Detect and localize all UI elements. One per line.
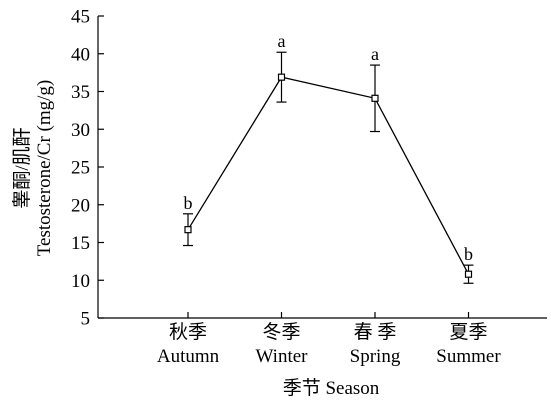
significance-label: b — [464, 244, 473, 264]
data-point-marker — [371, 94, 379, 102]
data-point-marker — [184, 226, 192, 234]
y-tick-label: 30 — [71, 120, 90, 141]
significance-label: a — [371, 44, 379, 64]
y-tick-label: 40 — [71, 44, 90, 65]
axes — [97, 16, 547, 319]
significance-label: b — [184, 193, 193, 213]
y-tick-label: 35 — [71, 82, 90, 103]
y-tick-label: 10 — [71, 271, 90, 292]
series-line — [187, 76, 470, 275]
y-tick-label: 5 — [81, 309, 91, 330]
x-tick-label-zh: 秋季 — [169, 321, 207, 343]
y-axis-ticks: 5 10 15 20 25 30 35 40 45 — [71, 7, 104, 330]
series: b a a b — [183, 31, 474, 284]
x-tick-label-en: Winter — [256, 346, 309, 367]
data-point-marker — [464, 270, 473, 278]
y-tick-label: 45 — [71, 7, 90, 28]
x-tick-label-zh: 冬季 — [262, 321, 300, 343]
x-tick-label-en: Summer — [436, 346, 501, 367]
x-tick-label-zh: 春 季 — [354, 321, 397, 343]
y-tick-label: 20 — [71, 195, 90, 216]
y-axis-title-line-2: Testosterone/Cr (mg/g) — [34, 80, 55, 257]
x-tick-label-en: Spring — [350, 346, 401, 367]
y-tick-label: 25 — [71, 158, 90, 179]
y-axis-title-line-1: 睾酮/肌酐 — [11, 127, 33, 208]
axis-titles: 季节 Season 睾酮/肌酐 Testosterone/Cr (mg/g) — [11, 80, 380, 399]
y-tick-label: 15 — [71, 233, 90, 254]
x-tick-label-en: Autumn — [157, 346, 220, 367]
x-axis-ticks: 秋季 Autumn 冬季 Winter 春 季 Spring 夏季 Summer — [157, 312, 501, 367]
x-axis-title: 季节 Season — [283, 377, 380, 399]
data-point-marker — [277, 73, 286, 81]
significance-label: a — [278, 31, 286, 51]
x-tick-label-zh: 夏季 — [449, 321, 487, 343]
